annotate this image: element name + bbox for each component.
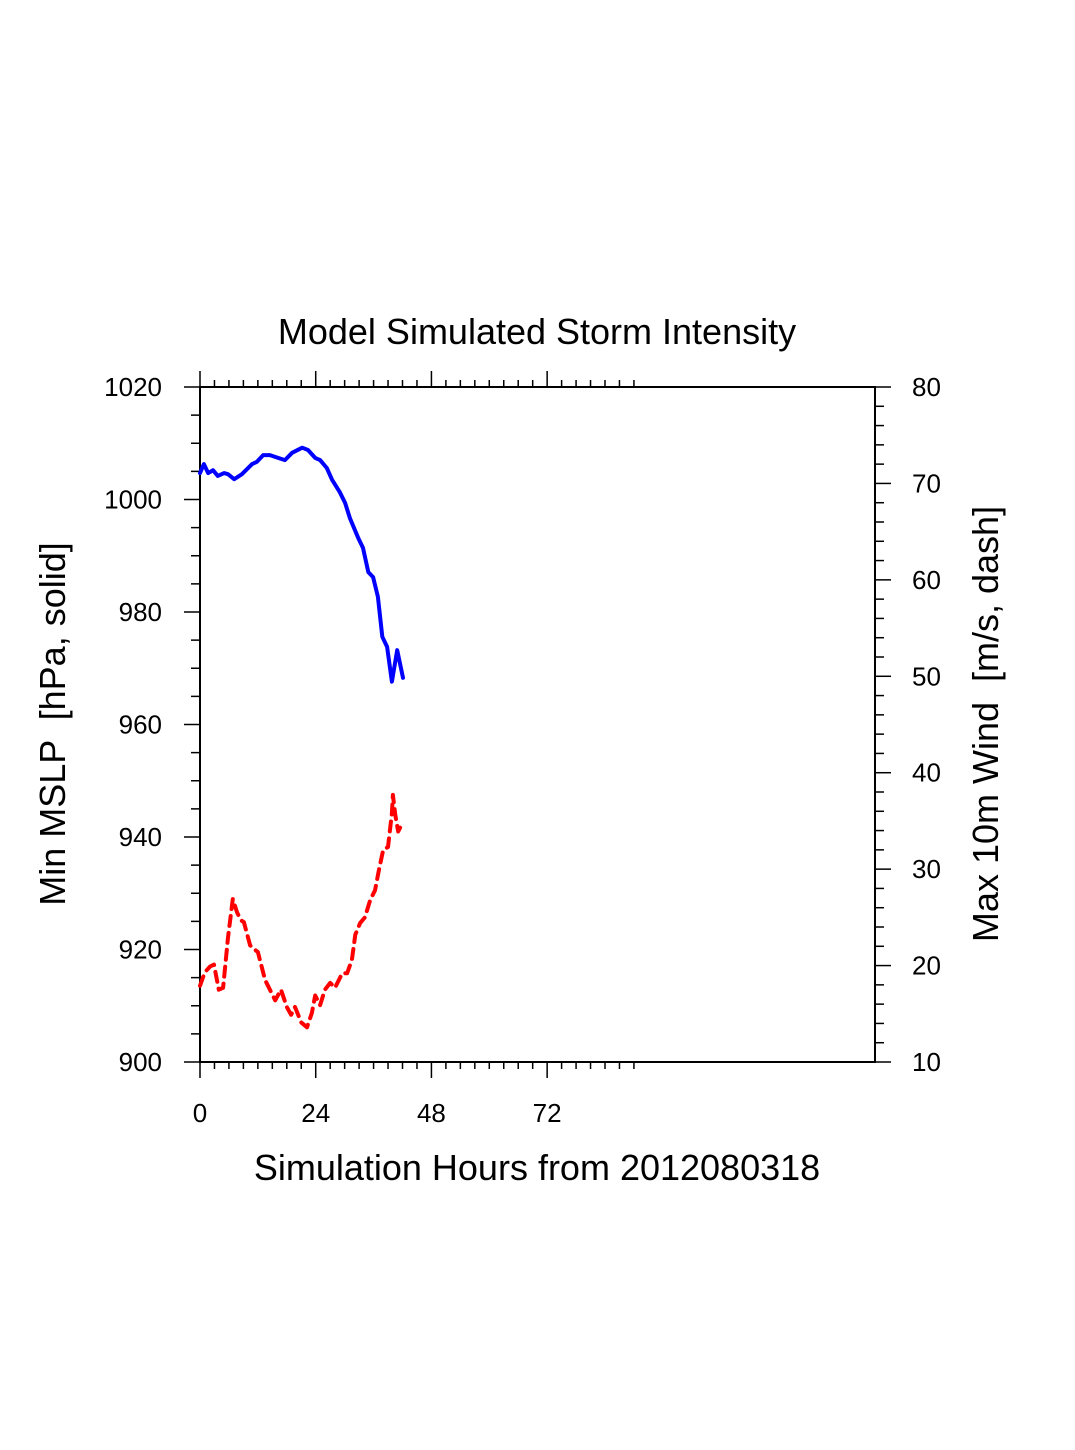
x-tick-label: 48 [417,1098,446,1128]
y-right-tick-label: 10 [912,1047,941,1077]
plot-frame [199,386,876,1063]
y-axis-right-title: Max 10m Wind [m/s, dash] [965,506,1006,942]
y-left-tick-label: 980 [119,597,162,627]
x-tick-label: 0 [193,1098,207,1128]
axis-tick-labels: 0 24 48 72900920940960980100010201020304050… [104,372,941,1128]
y-right-tick-label: 60 [912,565,941,595]
min-mslp-line [198,445,405,684]
x-tick-label: 72 [533,1098,562,1128]
y-right-tick-label: 40 [912,758,941,788]
y-left-tick-label: 920 [119,935,162,965]
y-right-tick-label: 80 [912,372,941,402]
x-tick-label: 24 [301,1098,330,1128]
y-axis-left-title: Min MSLP [hPa, solid] [32,542,73,906]
y-right-tick-label: 70 [912,468,941,498]
x-axis-title: Simulation Hours from 2012080318 [254,1147,820,1188]
chart-title: Model Simulated Storm Intensity [278,311,796,352]
data-series [198,445,405,1030]
y-right-tick-label: 20 [912,951,941,981]
y-left-tick-label: 960 [119,710,162,740]
y-left-tick-label: 900 [119,1047,162,1077]
y-right-tick-label: 30 [912,854,941,884]
y-left-tick-label: 1020 [104,372,162,402]
plot-border [199,386,876,1063]
y-right-tick-label: 50 [912,661,941,691]
max-wind-line [198,792,405,1030]
y-left-tick-label: 1000 [104,485,162,515]
y-left-tick-label: 940 [119,822,162,852]
axis-ticks [184,371,891,1078]
